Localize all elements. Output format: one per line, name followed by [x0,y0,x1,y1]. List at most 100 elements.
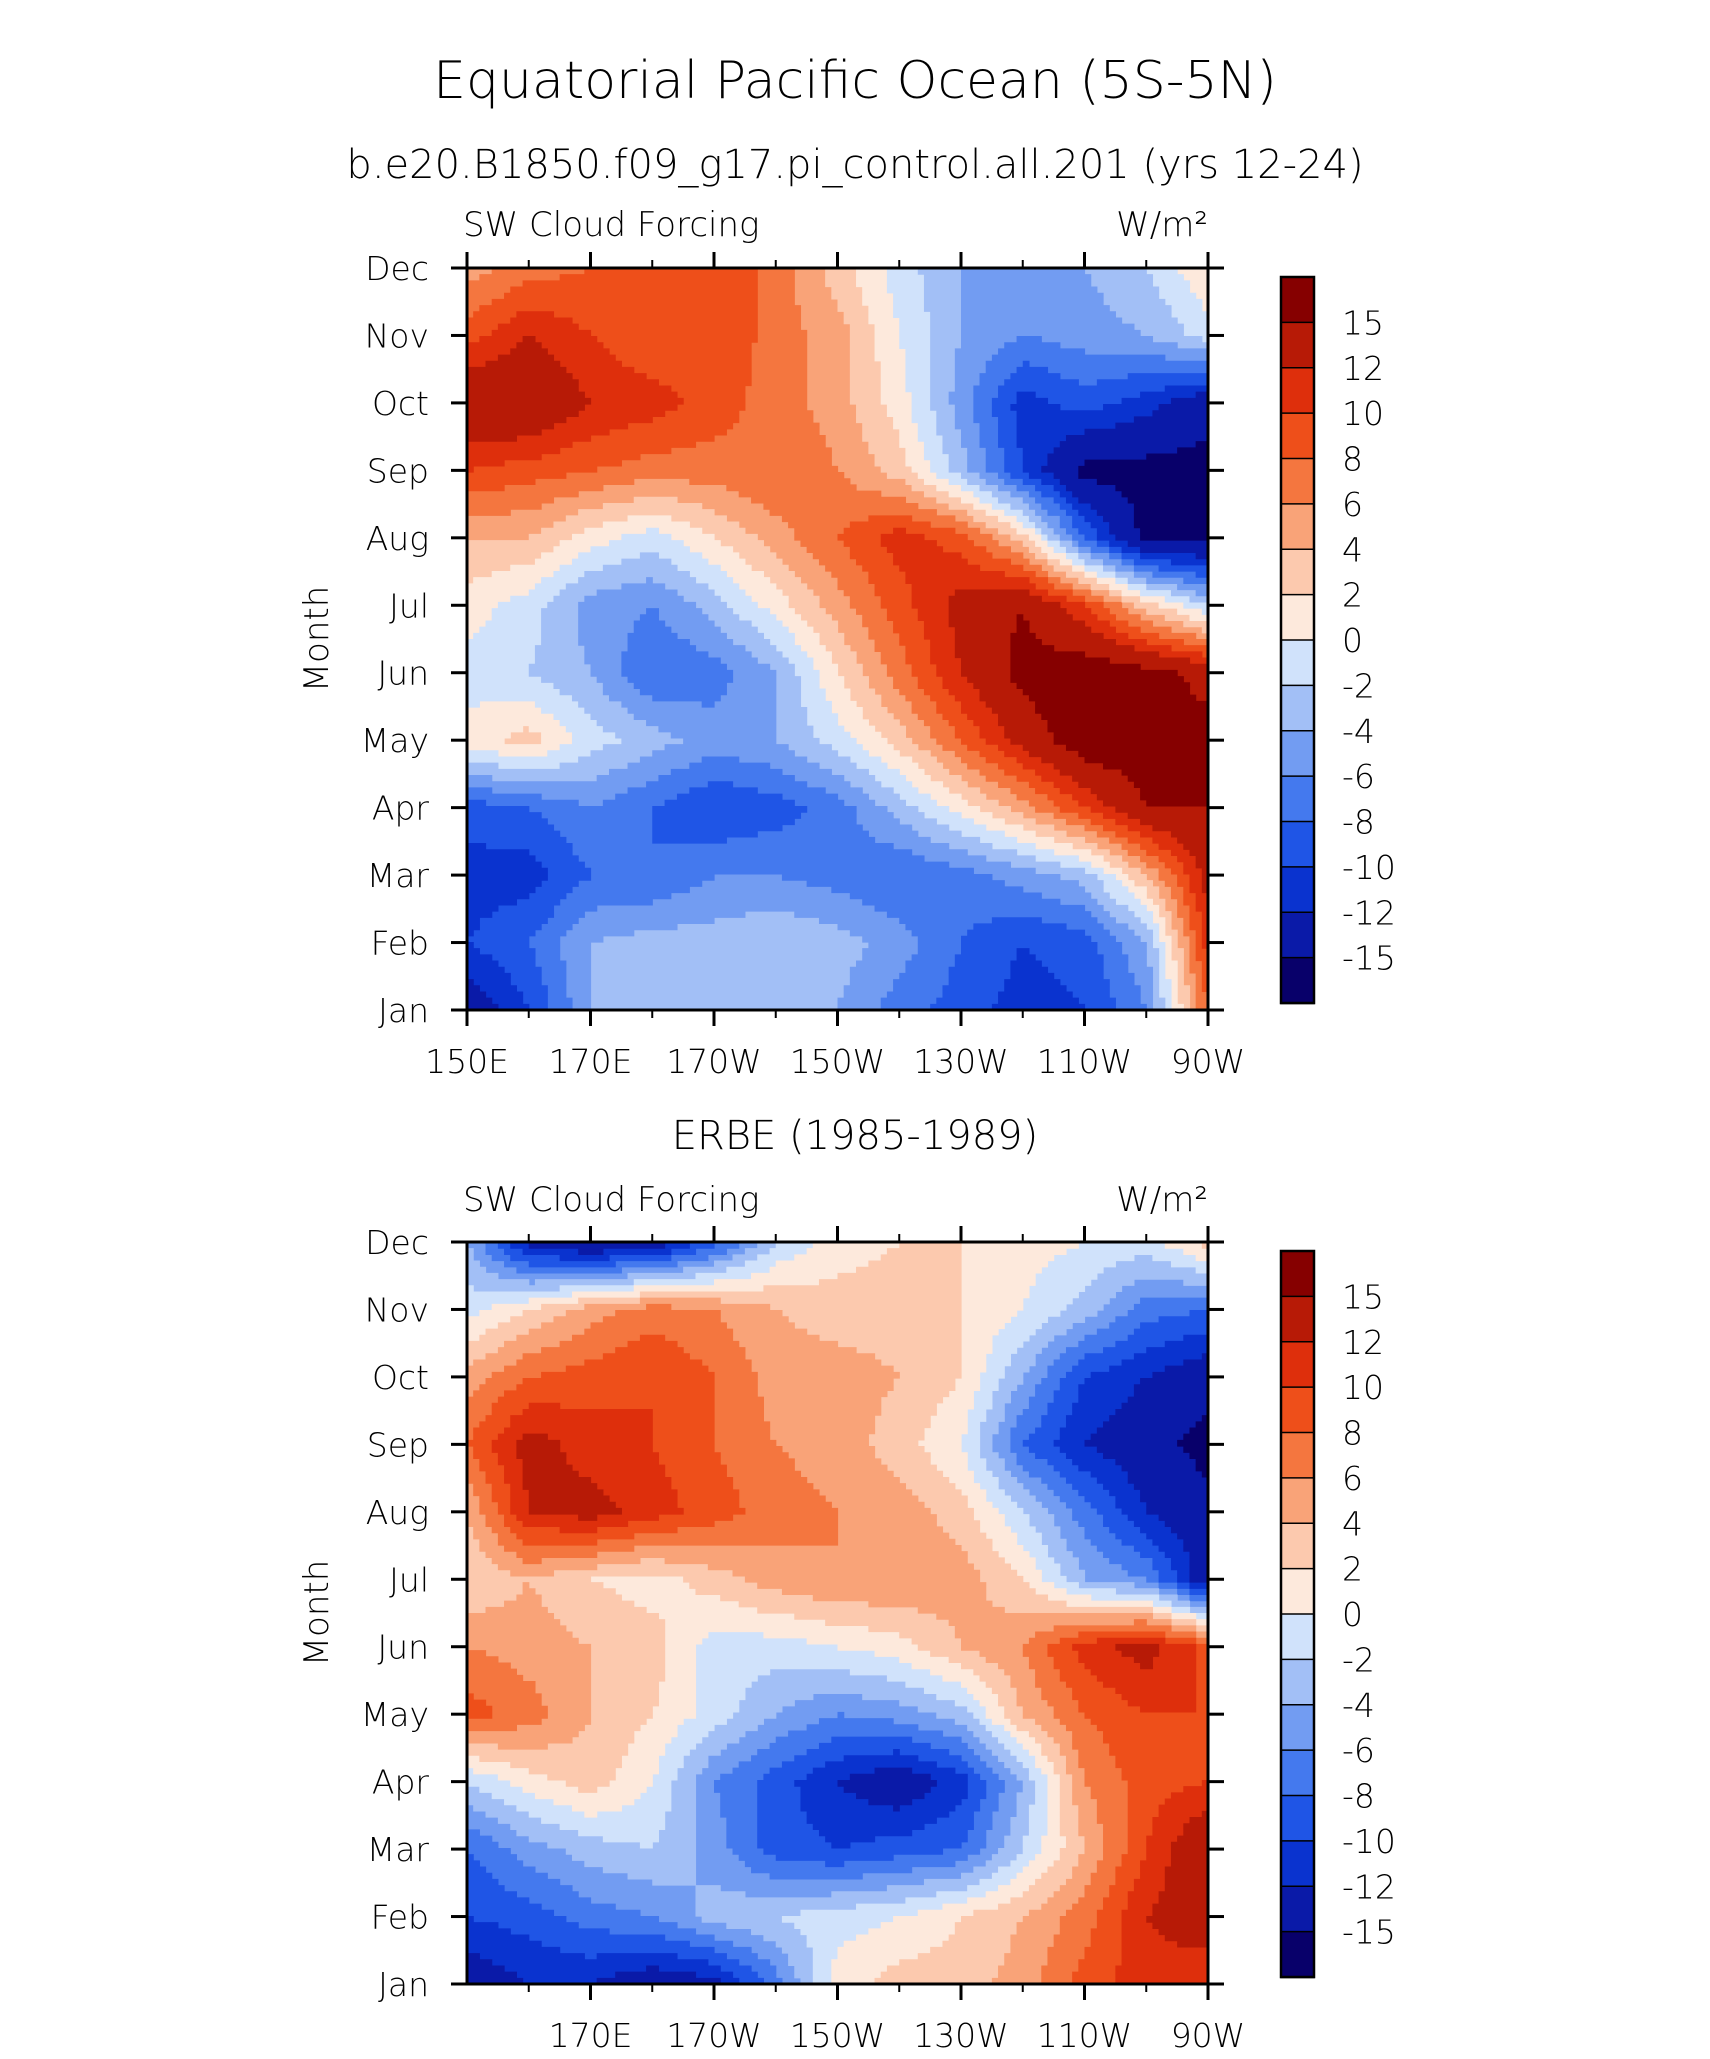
colorbar-swatch [1280,1522,1315,1570]
colorbar-label: -8 [1342,1777,1375,1816]
y-tick-label: May [361,1695,429,1734]
panel-subtitle: ERBE (1985-1989) [672,1113,1038,1159]
colorbar-swatch [1280,503,1315,551]
colorbar: 15 12 10 8 6 4 2 0 -2 -4 -6 -8 -10 -12 -15 [1279,1249,1396,1979]
y-tick-label: Jan [378,991,429,1030]
colorbar-label: -10 [1342,848,1396,887]
colorbar-swatch [1280,911,1315,959]
colorbar-swatch [1280,1613,1315,1661]
colorbar-swatch [1280,956,1315,1005]
colorbar-frame [1279,275,1316,1005]
colorbar-swatch [1280,1386,1315,1434]
x-tick-label: 130W [913,2016,1009,2055]
colorbar-swatch [1280,1749,1315,1797]
colorbar-label: -12 [1342,1867,1396,1906]
y-tick-label: Apr [372,1763,430,1802]
y-tick-label: Jun [377,1628,429,1667]
colorbar: 15 12 10 8 6 4 2 0 -2 -4 -6 -8 -10 -12 -15 [1279,275,1396,1005]
contour-band [516,1433,1208,1948]
colorbar-swatch [1280,1250,1315,1298]
y-tick-label: Feb [371,924,429,963]
contour-band [467,268,1208,1010]
colorbar-label: -12 [1342,893,1396,932]
colorbar-swatch [1280,412,1315,460]
colorbar-label: 6 [1342,485,1363,524]
x-tick-label: 150W [790,2016,886,2055]
colorbar-swatch [1280,1567,1315,1616]
axis-ticks: Jan Feb Mar Apr May Jun Jul Aug Sep Oct Nov Dec 150E… [361,249,1246,1081]
colorbar-swatch [1280,457,1315,506]
colorbar-swatch [1280,548,1315,596]
y-tick-label: Aug [366,1493,429,1532]
colorbar-swatch [1280,1295,1315,1343]
y-tick-label: May [361,721,429,760]
colorbar-swatch [1280,866,1315,914]
contour-band [467,1242,1208,1984]
left-string: SW Cloud Forcing [463,205,759,245]
colorbar-label: -2 [1342,666,1375,705]
colorbar-swatch [1280,1658,1315,1706]
contour-band [467,1242,1208,1984]
units-label: W/m² [1116,205,1208,245]
y-tick-label: Dec [365,249,429,288]
colorbar-label: -15 [1342,1913,1396,1952]
y-tick-label: Sep [367,451,429,490]
x-tick-label: 110W [1037,1042,1133,1081]
y-tick-label: Feb [371,1898,429,1937]
colorbar-frame [1279,1249,1316,1979]
contour-band [467,1297,1208,1984]
x-tick-label: 150W [790,1042,886,1081]
colorbar-label: 0 [1342,1595,1363,1634]
y-tick-label: Oct [372,384,429,423]
colorbar-swatch [1280,593,1315,642]
colorbar-label: -2 [1342,1640,1375,1679]
colorbar-swatch [1280,321,1315,369]
colorbar-swatch [1280,684,1315,732]
contour-band [467,1334,1208,1984]
x-tick-label: 130W [913,1042,1009,1081]
y-tick-label: Oct [372,1358,429,1397]
y-tick-label: Jun [377,654,429,693]
contour-band [467,391,1208,1010]
colorbar-label: -6 [1342,757,1375,796]
panel-subtitle: b.e20.B1850.f09_g17.pi_control.all.201 (… [346,142,1363,188]
axis-ticks: Jan Feb Mar Apr May Jun Jul Aug Sep Oct Nov Dec 170E… [361,1223,1246,2055]
colorbar-swatch [1280,1840,1315,1888]
colorbar-label: 15 [1342,1277,1384,1316]
contour-band [467,1242,1208,1984]
contour-band [491,1402,1208,1984]
panel-model: b.e20.B1850.f09_g17.pi_control.all.201 (… [297,142,1396,1081]
y-tick-label: Nov [365,316,429,355]
colorbar-label: 4 [1342,530,1363,569]
y-tick-label: Mar [367,856,430,895]
x-tick-label: 170E [549,2016,633,2055]
colorbar-label: 4 [1342,1504,1363,1543]
x-tick-label: 170E [549,1042,633,1081]
colorbar-swatch [1280,1885,1315,1933]
y-tick-label: Jul [389,1560,429,1599]
units-label: W/m² [1116,1180,1208,1220]
colorbar-swatch [1280,1477,1315,1525]
colorbar-swatch [1280,1431,1315,1480]
contour-band [1177,1415,1208,1478]
colorbar-label: 8 [1342,440,1363,479]
colorbar-label: 8 [1342,1414,1363,1453]
x-tick-label: 170W [666,1042,762,1081]
contour-band [467,268,1208,993]
colorbar-label: -6 [1342,1731,1375,1770]
y-tick-label: Nov [365,1290,429,1329]
colorbar-label: 10 [1342,394,1384,433]
y-axis-title: Month [297,1560,337,1667]
contour-field [467,1242,1208,1984]
colorbar-label: 2 [1342,1550,1363,1589]
x-tick-label: 170W [666,2016,762,2055]
colorbar-swatch [1280,820,1315,869]
contour-band [467,1242,1208,1984]
panel-erbe: ERBE (1985-1989) SW Cloud Forcing W/m² M… [297,1113,1396,2055]
x-tick-label: 150E [425,1042,509,1081]
y-axis-title: Month [297,586,337,693]
contour-band [1078,441,1208,541]
x-tick-label: 110W [1037,2016,1133,2055]
colorbar-label: 0 [1342,621,1363,660]
